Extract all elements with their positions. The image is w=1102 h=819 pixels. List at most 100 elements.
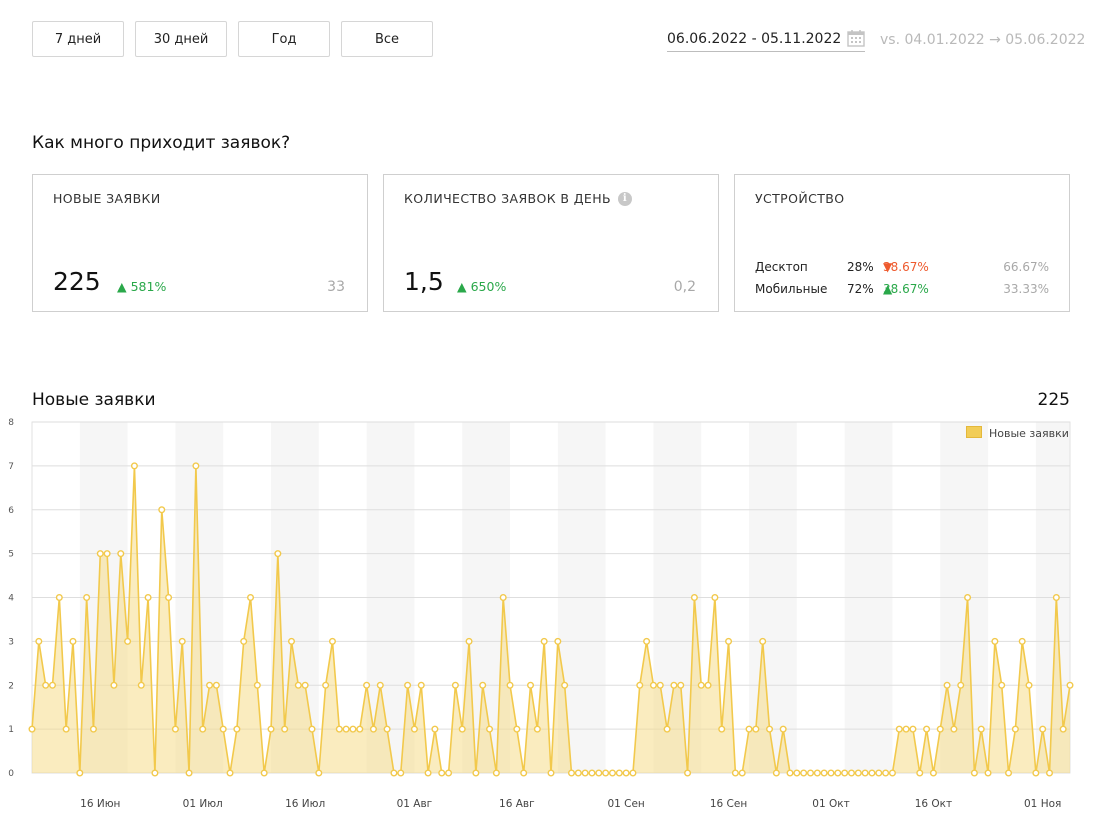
device-pct: 28% [847,260,874,274]
data-point [827,769,835,777]
data-point [499,593,507,601]
device-name: Десктоп [755,260,808,274]
period-button-30-days[interactable]: 30 дней [135,21,227,57]
device-row-mobile: Мобильные 72% ▲ 38.67% 33.33% [755,282,1049,298]
data-point [520,769,528,777]
triangle-up-icon: ▲ [457,279,467,294]
data-point [1059,725,1067,733]
device-name: Мобильные [755,282,828,296]
chart-title: Новые заявки [32,390,156,410]
data-point [328,637,336,645]
delta-value: 38.67% [883,260,929,274]
data-point [697,681,705,689]
data-point [1025,681,1033,689]
y-tick-label: 5 [8,550,14,560]
x-tick-label: 16 Июл [285,798,325,810]
data-point [779,725,787,733]
period-button-all[interactable]: Все [341,21,433,57]
data-point [800,769,808,777]
period-button-year[interactable]: Год [238,21,330,57]
data-point [185,769,193,777]
data-point [390,769,398,777]
y-tick-label: 8 [8,418,14,428]
data-point [165,593,173,601]
data-point [991,637,999,645]
delta-value: 581% [130,279,167,294]
data-point [1018,637,1026,645]
y-tick-label: 0 [8,769,14,779]
data-point [540,637,548,645]
x-tick-label: 01 Авг [397,798,433,810]
data-point [834,769,842,777]
data-point [950,725,958,733]
data-point [807,769,815,777]
data-point [615,769,623,777]
data-point [110,681,118,689]
data-point [178,637,186,645]
chart-total: 225 [1037,390,1070,410]
data-point [875,769,883,777]
delta-value: 38.67% [883,282,929,296]
calendar-icon[interactable] [847,29,865,47]
data-point [772,769,780,777]
x-tick-label: 01 Июл [183,798,223,810]
data-point [424,769,432,777]
data-point [636,681,644,689]
data-point [472,769,480,777]
data-point [916,769,924,777]
data-point [854,769,862,777]
data-point [260,769,268,777]
data-point [62,725,70,733]
date-range-input[interactable]: 06.06.2022 - 05.11.2022 [667,31,865,52]
data-point [841,769,849,777]
series-area [32,465,1070,773]
data-point [117,550,125,558]
legend-label[interactable]: Новые заявки [989,427,1069,440]
data-point [902,725,910,733]
data-point [793,769,801,777]
data-point [711,593,719,601]
data-point [96,550,104,558]
data-point [342,725,350,733]
data-point [847,769,855,777]
new-requests-value: 225 [53,267,101,296]
data-point [151,769,159,777]
data-point [752,725,760,733]
period-button-7-days[interactable]: 7 дней [32,21,124,57]
x-tick-label: 01 Окт [812,798,849,810]
data-point [451,681,459,689]
data-point [984,769,992,777]
x-tick-label: 16 Окт [915,798,952,810]
per-day-prev-value: 0,2 [673,279,696,295]
data-point [438,769,446,777]
data-point [130,462,138,470]
data-point [868,769,876,777]
data-point [649,681,657,689]
data-point [759,637,767,645]
data-point [766,725,774,733]
data-point [294,681,302,689]
y-tick-label: 3 [8,637,14,647]
data-point [335,725,343,733]
data-point [820,769,828,777]
data-point [219,725,227,733]
data-point [998,681,1006,689]
data-point [1011,725,1019,733]
data-point [281,725,289,733]
data-point [404,681,412,689]
data-point [690,593,698,601]
data-point [397,769,405,777]
data-point [731,769,739,777]
data-point [595,769,603,777]
new-requests-chart: 0 1 2 3 4 5 6 7 8 16 Июн 01 Июл 16 Июл 01 Авг 16 Авг 0… [8,418,1074,810]
data-point [957,681,965,689]
data-point [28,725,36,733]
data-point [923,725,931,733]
data-point [936,725,944,733]
data-point [561,681,569,689]
card-title: УСТРОЙСТВО [755,191,845,206]
data-point [882,769,890,777]
data-point [212,681,220,689]
data-point [253,681,261,689]
info-icon[interactable]: i [617,191,632,206]
